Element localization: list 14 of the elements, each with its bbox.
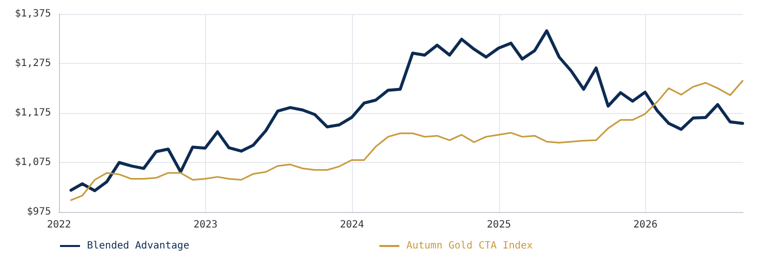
y-tick-label: $1,075 <box>14 157 51 168</box>
x-tick-label: 2024 <box>340 220 364 230</box>
y-tick-label: $1,175 <box>14 108 51 118</box>
y-tick-label: $1,275 <box>14 58 51 69</box>
y-tick-label: $1,375 <box>14 8 51 20</box>
x-tick-label: 2023 <box>193 220 218 230</box>
line-series <box>70 29 744 192</box>
legend-label: Blended Advantage <box>87 240 190 252</box>
legend-label: Autumn Gold CTA Index <box>406 240 533 252</box>
line-series <box>70 80 744 201</box>
y-tick-label: $975 <box>26 206 51 218</box>
x-tick-label: 2022 <box>46 220 72 230</box>
x-tick-label: 2025 <box>486 220 511 230</box>
x-tick-label: 2026 <box>633 220 658 230</box>
